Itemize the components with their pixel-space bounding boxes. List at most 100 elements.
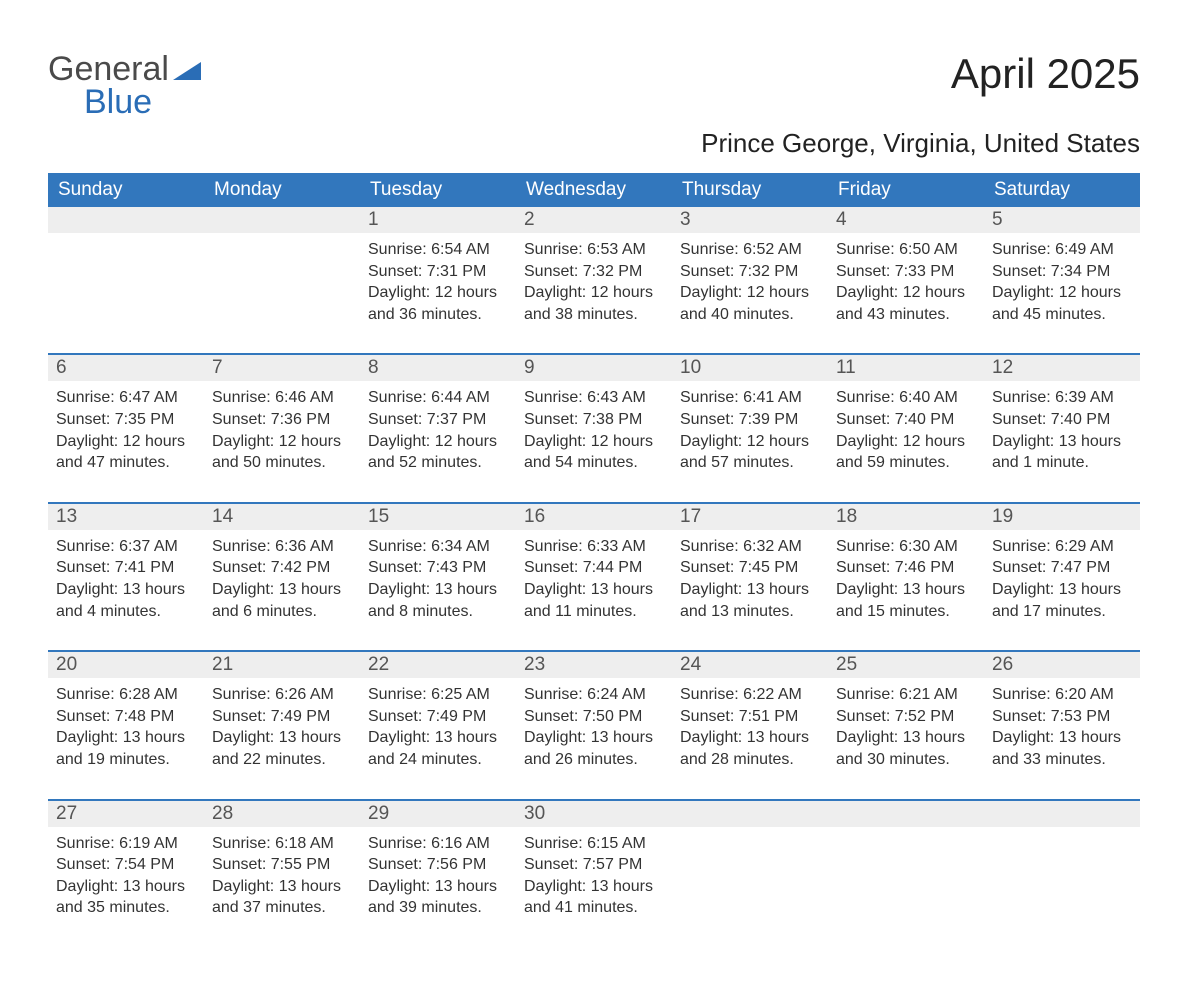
sunrise-text: Sunrise: 6:49 AM <box>992 239 1132 261</box>
brand-part2: Blue <box>84 83 152 122</box>
sunrise-text: Sunrise: 6:39 AM <box>992 387 1132 409</box>
day-number: 17 <box>672 503 828 530</box>
sunset-text: Sunset: 7:53 PM <box>992 706 1132 728</box>
sunset-text: Sunset: 7:52 PM <box>836 706 976 728</box>
sunrise-text: Sunrise: 6:34 AM <box>368 536 508 558</box>
daylight-text: Daylight: 12 hours and 40 minutes. <box>680 282 820 325</box>
day-cell: Sunrise: 6:40 AMSunset: 7:40 PMDaylight:… <box>828 381 984 502</box>
day-cell: Sunrise: 6:36 AMSunset: 7:42 PMDaylight:… <box>204 530 360 651</box>
day-header-row: Sunday Monday Tuesday Wednesday Thursday… <box>48 173 1140 207</box>
sunrise-text: Sunrise: 6:50 AM <box>836 239 976 261</box>
day-number <box>672 800 828 827</box>
daylight-text: Daylight: 12 hours and 38 minutes. <box>524 282 664 325</box>
sunrise-text: Sunrise: 6:25 AM <box>368 684 508 706</box>
day-cell <box>828 827 984 947</box>
day-number: 22 <box>360 651 516 678</box>
sunset-text: Sunset: 7:32 PM <box>524 261 664 283</box>
sunset-text: Sunset: 7:48 PM <box>56 706 196 728</box>
sunset-text: Sunset: 7:44 PM <box>524 557 664 579</box>
day-cell: Sunrise: 6:28 AMSunset: 7:48 PMDaylight:… <box>48 678 204 799</box>
day-number: 25 <box>828 651 984 678</box>
daylight-text: Daylight: 13 hours and 41 minutes. <box>524 876 664 919</box>
sunrise-text: Sunrise: 6:16 AM <box>368 833 508 855</box>
day-cell: Sunrise: 6:15 AMSunset: 7:57 PMDaylight:… <box>516 827 672 947</box>
day-number: 6 <box>48 354 204 381</box>
brand-logo: General Blue <box>48 50 207 122</box>
daylight-text: Daylight: 12 hours and 54 minutes. <box>524 431 664 474</box>
day-header: Tuesday <box>360 173 516 207</box>
day-cell: Sunrise: 6:26 AMSunset: 7:49 PMDaylight:… <box>204 678 360 799</box>
day-cell: Sunrise: 6:16 AMSunset: 7:56 PMDaylight:… <box>360 827 516 947</box>
week-content-row: Sunrise: 6:54 AMSunset: 7:31 PMDaylight:… <box>48 233 1140 354</box>
daylight-text: Daylight: 13 hours and 17 minutes. <box>992 579 1132 622</box>
sunset-text: Sunset: 7:51 PM <box>680 706 820 728</box>
day-number: 2 <box>516 207 672 233</box>
daylight-text: Daylight: 13 hours and 28 minutes. <box>680 727 820 770</box>
day-header: Saturday <box>984 173 1140 207</box>
sunrise-text: Sunrise: 6:41 AM <box>680 387 820 409</box>
day-header: Thursday <box>672 173 828 207</box>
sunset-text: Sunset: 7:50 PM <box>524 706 664 728</box>
sunrise-text: Sunrise: 6:30 AM <box>836 536 976 558</box>
day-cell: Sunrise: 6:37 AMSunset: 7:41 PMDaylight:… <box>48 530 204 651</box>
day-number: 16 <box>516 503 672 530</box>
sunrise-text: Sunrise: 6:20 AM <box>992 684 1132 706</box>
day-number: 7 <box>204 354 360 381</box>
sunrise-text: Sunrise: 6:43 AM <box>524 387 664 409</box>
daylight-text: Daylight: 12 hours and 47 minutes. <box>56 431 196 474</box>
day-cell: Sunrise: 6:29 AMSunset: 7:47 PMDaylight:… <box>984 530 1140 651</box>
daylight-text: Daylight: 12 hours and 36 minutes. <box>368 282 508 325</box>
sunset-text: Sunset: 7:40 PM <box>836 409 976 431</box>
daylight-text: Daylight: 12 hours and 59 minutes. <box>836 431 976 474</box>
daylight-text: Daylight: 13 hours and 37 minutes. <box>212 876 352 919</box>
daylight-text: Daylight: 12 hours and 43 minutes. <box>836 282 976 325</box>
sunset-text: Sunset: 7:49 PM <box>212 706 352 728</box>
day-number <box>828 800 984 827</box>
sunrise-text: Sunrise: 6:36 AM <box>212 536 352 558</box>
day-cell: Sunrise: 6:43 AMSunset: 7:38 PMDaylight:… <box>516 381 672 502</box>
sunrise-text: Sunrise: 6:47 AM <box>56 387 196 409</box>
week-content-row: Sunrise: 6:19 AMSunset: 7:54 PMDaylight:… <box>48 827 1140 947</box>
day-number: 14 <box>204 503 360 530</box>
sunset-text: Sunset: 7:32 PM <box>680 261 820 283</box>
day-number: 12 <box>984 354 1140 381</box>
sunrise-text: Sunrise: 6:44 AM <box>368 387 508 409</box>
day-header: Friday <box>828 173 984 207</box>
daylight-text: Daylight: 13 hours and 35 minutes. <box>56 876 196 919</box>
sunrise-text: Sunrise: 6:37 AM <box>56 536 196 558</box>
sunset-text: Sunset: 7:57 PM <box>524 854 664 876</box>
daylight-text: Daylight: 13 hours and 33 minutes. <box>992 727 1132 770</box>
daylight-text: Daylight: 13 hours and 6 minutes. <box>212 579 352 622</box>
day-cell: Sunrise: 6:54 AMSunset: 7:31 PMDaylight:… <box>360 233 516 354</box>
day-header: Sunday <box>48 173 204 207</box>
day-cell: Sunrise: 6:32 AMSunset: 7:45 PMDaylight:… <box>672 530 828 651</box>
day-number: 23 <box>516 651 672 678</box>
sunset-text: Sunset: 7:36 PM <box>212 409 352 431</box>
daylight-text: Daylight: 13 hours and 26 minutes. <box>524 727 664 770</box>
day-cell: Sunrise: 6:22 AMSunset: 7:51 PMDaylight:… <box>672 678 828 799</box>
daylight-text: Daylight: 12 hours and 50 minutes. <box>212 431 352 474</box>
day-cell: Sunrise: 6:50 AMSunset: 7:33 PMDaylight:… <box>828 233 984 354</box>
brand-swoosh-icon <box>173 58 207 85</box>
sunset-text: Sunset: 7:47 PM <box>992 557 1132 579</box>
day-cell: Sunrise: 6:30 AMSunset: 7:46 PMDaylight:… <box>828 530 984 651</box>
day-cell: Sunrise: 6:53 AMSunset: 7:32 PMDaylight:… <box>516 233 672 354</box>
day-cell: Sunrise: 6:39 AMSunset: 7:40 PMDaylight:… <box>984 381 1140 502</box>
sunset-text: Sunset: 7:43 PM <box>368 557 508 579</box>
sunset-text: Sunset: 7:31 PM <box>368 261 508 283</box>
day-number: 8 <box>360 354 516 381</box>
day-number: 20 <box>48 651 204 678</box>
sunrise-text: Sunrise: 6:26 AM <box>212 684 352 706</box>
sunset-text: Sunset: 7:40 PM <box>992 409 1132 431</box>
day-cell: Sunrise: 6:44 AMSunset: 7:37 PMDaylight:… <box>360 381 516 502</box>
sunset-text: Sunset: 7:35 PM <box>56 409 196 431</box>
week-daynum-row: 12345 <box>48 207 1140 233</box>
day-number: 15 <box>360 503 516 530</box>
sunrise-text: Sunrise: 6:52 AM <box>680 239 820 261</box>
daylight-text: Daylight: 13 hours and 22 minutes. <box>212 727 352 770</box>
week-daynum-row: 6789101112 <box>48 354 1140 381</box>
daylight-text: Daylight: 13 hours and 30 minutes. <box>836 727 976 770</box>
day-number: 4 <box>828 207 984 233</box>
sunset-text: Sunset: 7:38 PM <box>524 409 664 431</box>
sunset-text: Sunset: 7:56 PM <box>368 854 508 876</box>
